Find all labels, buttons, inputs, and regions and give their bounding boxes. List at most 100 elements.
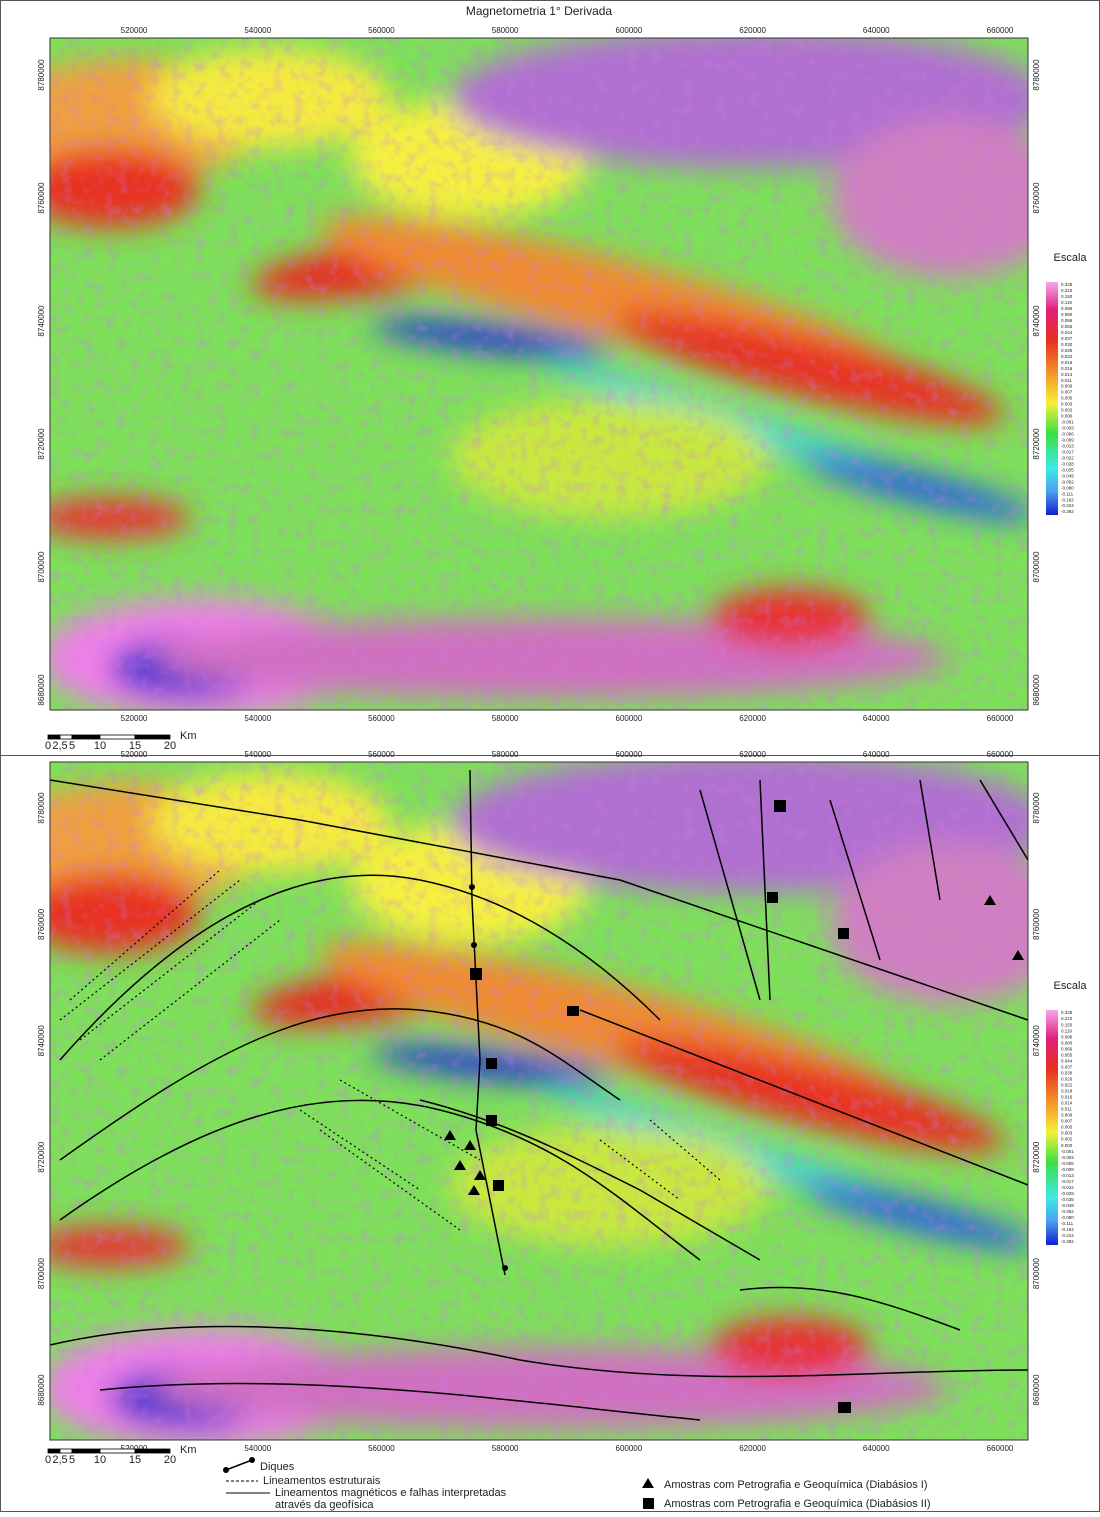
scale-value: -0.162 <box>1061 497 1074 502</box>
scale-value: 0.044 <box>1061 330 1073 335</box>
x-coordinate-label: 580000 <box>492 714 519 723</box>
scale-value: -0.062 <box>1061 1209 1074 1214</box>
scale-value: -0.049 <box>1061 473 1074 478</box>
x-coordinate-label: 600000 <box>616 714 643 723</box>
scale-value: 0.022 <box>1061 1083 1073 1088</box>
scale-bar-tick: 20 <box>164 1454 176 1466</box>
y-coordinate-label: 8680000 <box>1032 674 1041 706</box>
y-coordinate-label: 8760000 <box>37 182 46 214</box>
scale-value: -0.022 <box>1061 1185 1074 1190</box>
scale-bar-segment <box>48 735 60 739</box>
scale-bar-tick: 5 <box>69 740 75 752</box>
y-coordinate-label: 8760000 <box>1032 182 1041 214</box>
scale-value: -0.001 <box>1061 420 1074 425</box>
scale-value: 0.000 <box>1061 1143 1073 1148</box>
x-coordinate-label: 620000 <box>739 1444 766 1453</box>
scale-value: -0.001 <box>1061 1149 1074 1154</box>
scale-value: 0.018 <box>1061 360 1073 365</box>
y-coordinate-label: 8780000 <box>1032 792 1041 824</box>
scale-value: 0.009 <box>1061 1113 1073 1118</box>
scale-value: -0.392 <box>1061 509 1074 514</box>
scale-value: 0.030 <box>1061 342 1073 347</box>
magnetic-map <box>0 28 1070 718</box>
scale-value: 0.044 <box>1061 1058 1073 1063</box>
scale-value: -0.080 <box>1061 485 1074 490</box>
scale-value: -0.111 <box>1061 491 1074 496</box>
scale-value: 0.096 <box>1061 1034 1073 1039</box>
scale-value: 0.096 <box>1061 306 1073 311</box>
x-coordinate-label: 540000 <box>244 1444 271 1453</box>
y-coordinate-label: 8680000 <box>37 674 46 706</box>
scale-value: 0.002 <box>1061 1137 1073 1142</box>
scale-value: -0.080 <box>1061 1215 1074 1220</box>
legend-text: Amostras com Petrografia e Geoquímica (D… <box>664 1498 931 1510</box>
scale-value: 0.037 <box>1061 336 1073 341</box>
x-coordinate-label: 560000 <box>368 26 395 35</box>
dike-symbol <box>223 1467 229 1473</box>
scale-bar-unit: Km <box>180 1444 197 1456</box>
y-coordinate-label: 8720000 <box>1032 428 1041 460</box>
scale-value: 0.011 <box>1061 378 1072 383</box>
x-coordinate-label: 580000 <box>492 1444 519 1453</box>
scale-bar-tick: 0 <box>45 1454 51 1466</box>
scale-value: 0.055 <box>1061 1052 1073 1057</box>
scale-value: 0.014 <box>1061 372 1073 377</box>
x-coordinate-label: 580000 <box>492 26 519 35</box>
scale-value: -0.009 <box>1061 1167 1074 1172</box>
map-title: Magnetometria 1° Derivada <box>466 4 613 18</box>
scale-bar-tick: 5 <box>69 1454 75 1466</box>
scale-value: 0.055 <box>1061 324 1073 329</box>
scale-value: 0.080 <box>1061 312 1073 317</box>
scale-value: -0.022 <box>1061 455 1074 460</box>
y-coordinate-label: 8740000 <box>1032 1025 1041 1057</box>
scale-value: 0.150 <box>1061 1022 1073 1027</box>
scale-value: 0.011 <box>1061 1107 1072 1112</box>
scale-bar-tick: 2,5 <box>52 1454 67 1466</box>
scale-title: Escala <box>1053 252 1087 264</box>
scale-bar-segment <box>72 735 100 739</box>
x-coordinate-label: 660000 <box>987 714 1014 723</box>
x-coordinate-label: 560000 <box>368 750 395 759</box>
x-coordinate-label: 660000 <box>987 26 1014 35</box>
scale-value: -0.013 <box>1061 443 1074 448</box>
scale-value: 0.003 <box>1061 1131 1073 1136</box>
scale-value: -0.017 <box>1061 1179 1074 1184</box>
scale-value: 0.007 <box>1061 390 1073 395</box>
scale-value: -0.003 <box>1061 1155 1074 1160</box>
square-symbol <box>643 1498 654 1509</box>
scale-value: -0.028 <box>1061 1191 1074 1196</box>
scale-bar-segment <box>60 1449 72 1453</box>
scale-value: 0.150 <box>1061 294 1073 299</box>
legend-text: Lineamentos estruturais <box>263 1475 381 1487</box>
scale-value: -0.049 <box>1061 1203 1074 1208</box>
magnetic-map <box>0 752 1070 1449</box>
x-coordinate-label: 620000 <box>739 714 766 723</box>
legend-text: através da geofísica <box>275 1499 374 1511</box>
scale-value: 0.005 <box>1061 396 1073 401</box>
scale-value: 0.016 <box>1061 1095 1073 1100</box>
scale-bar-unit: Km <box>180 730 197 742</box>
y-coordinate-label: 8760000 <box>37 908 46 940</box>
x-coordinate-label: 620000 <box>739 26 766 35</box>
x-coordinate-label: 560000 <box>368 1444 395 1453</box>
dike-symbol <box>249 1457 255 1463</box>
scale-value: 0.066 <box>1061 318 1073 323</box>
scale-value: 0.338 <box>1061 1010 1073 1015</box>
scale-value: 0.066 <box>1061 1046 1073 1051</box>
y-coordinate-label: 8760000 <box>1032 908 1041 940</box>
scale-bar-segment <box>135 735 170 739</box>
scale-bar-tick: 0 <box>45 740 51 752</box>
x-coordinate-label: 640000 <box>863 750 890 759</box>
x-coordinate-label: 660000 <box>987 750 1014 759</box>
scale-bar-segment <box>72 1449 100 1453</box>
scale-value: 0.002 <box>1061 408 1073 413</box>
scale-bar-tick: 15 <box>129 1454 141 1466</box>
y-coordinate-label: 8740000 <box>1032 305 1041 337</box>
scale-value: -0.009 <box>1061 438 1074 443</box>
y-coordinate-label: 8720000 <box>37 1141 46 1173</box>
x-coordinate-label: 520000 <box>121 714 148 723</box>
x-coordinate-label: 540000 <box>244 714 271 723</box>
scale-value: 0.080 <box>1061 1040 1073 1045</box>
y-coordinate-label: 8740000 <box>37 305 46 337</box>
scale-value: -0.111 <box>1061 1221 1074 1226</box>
